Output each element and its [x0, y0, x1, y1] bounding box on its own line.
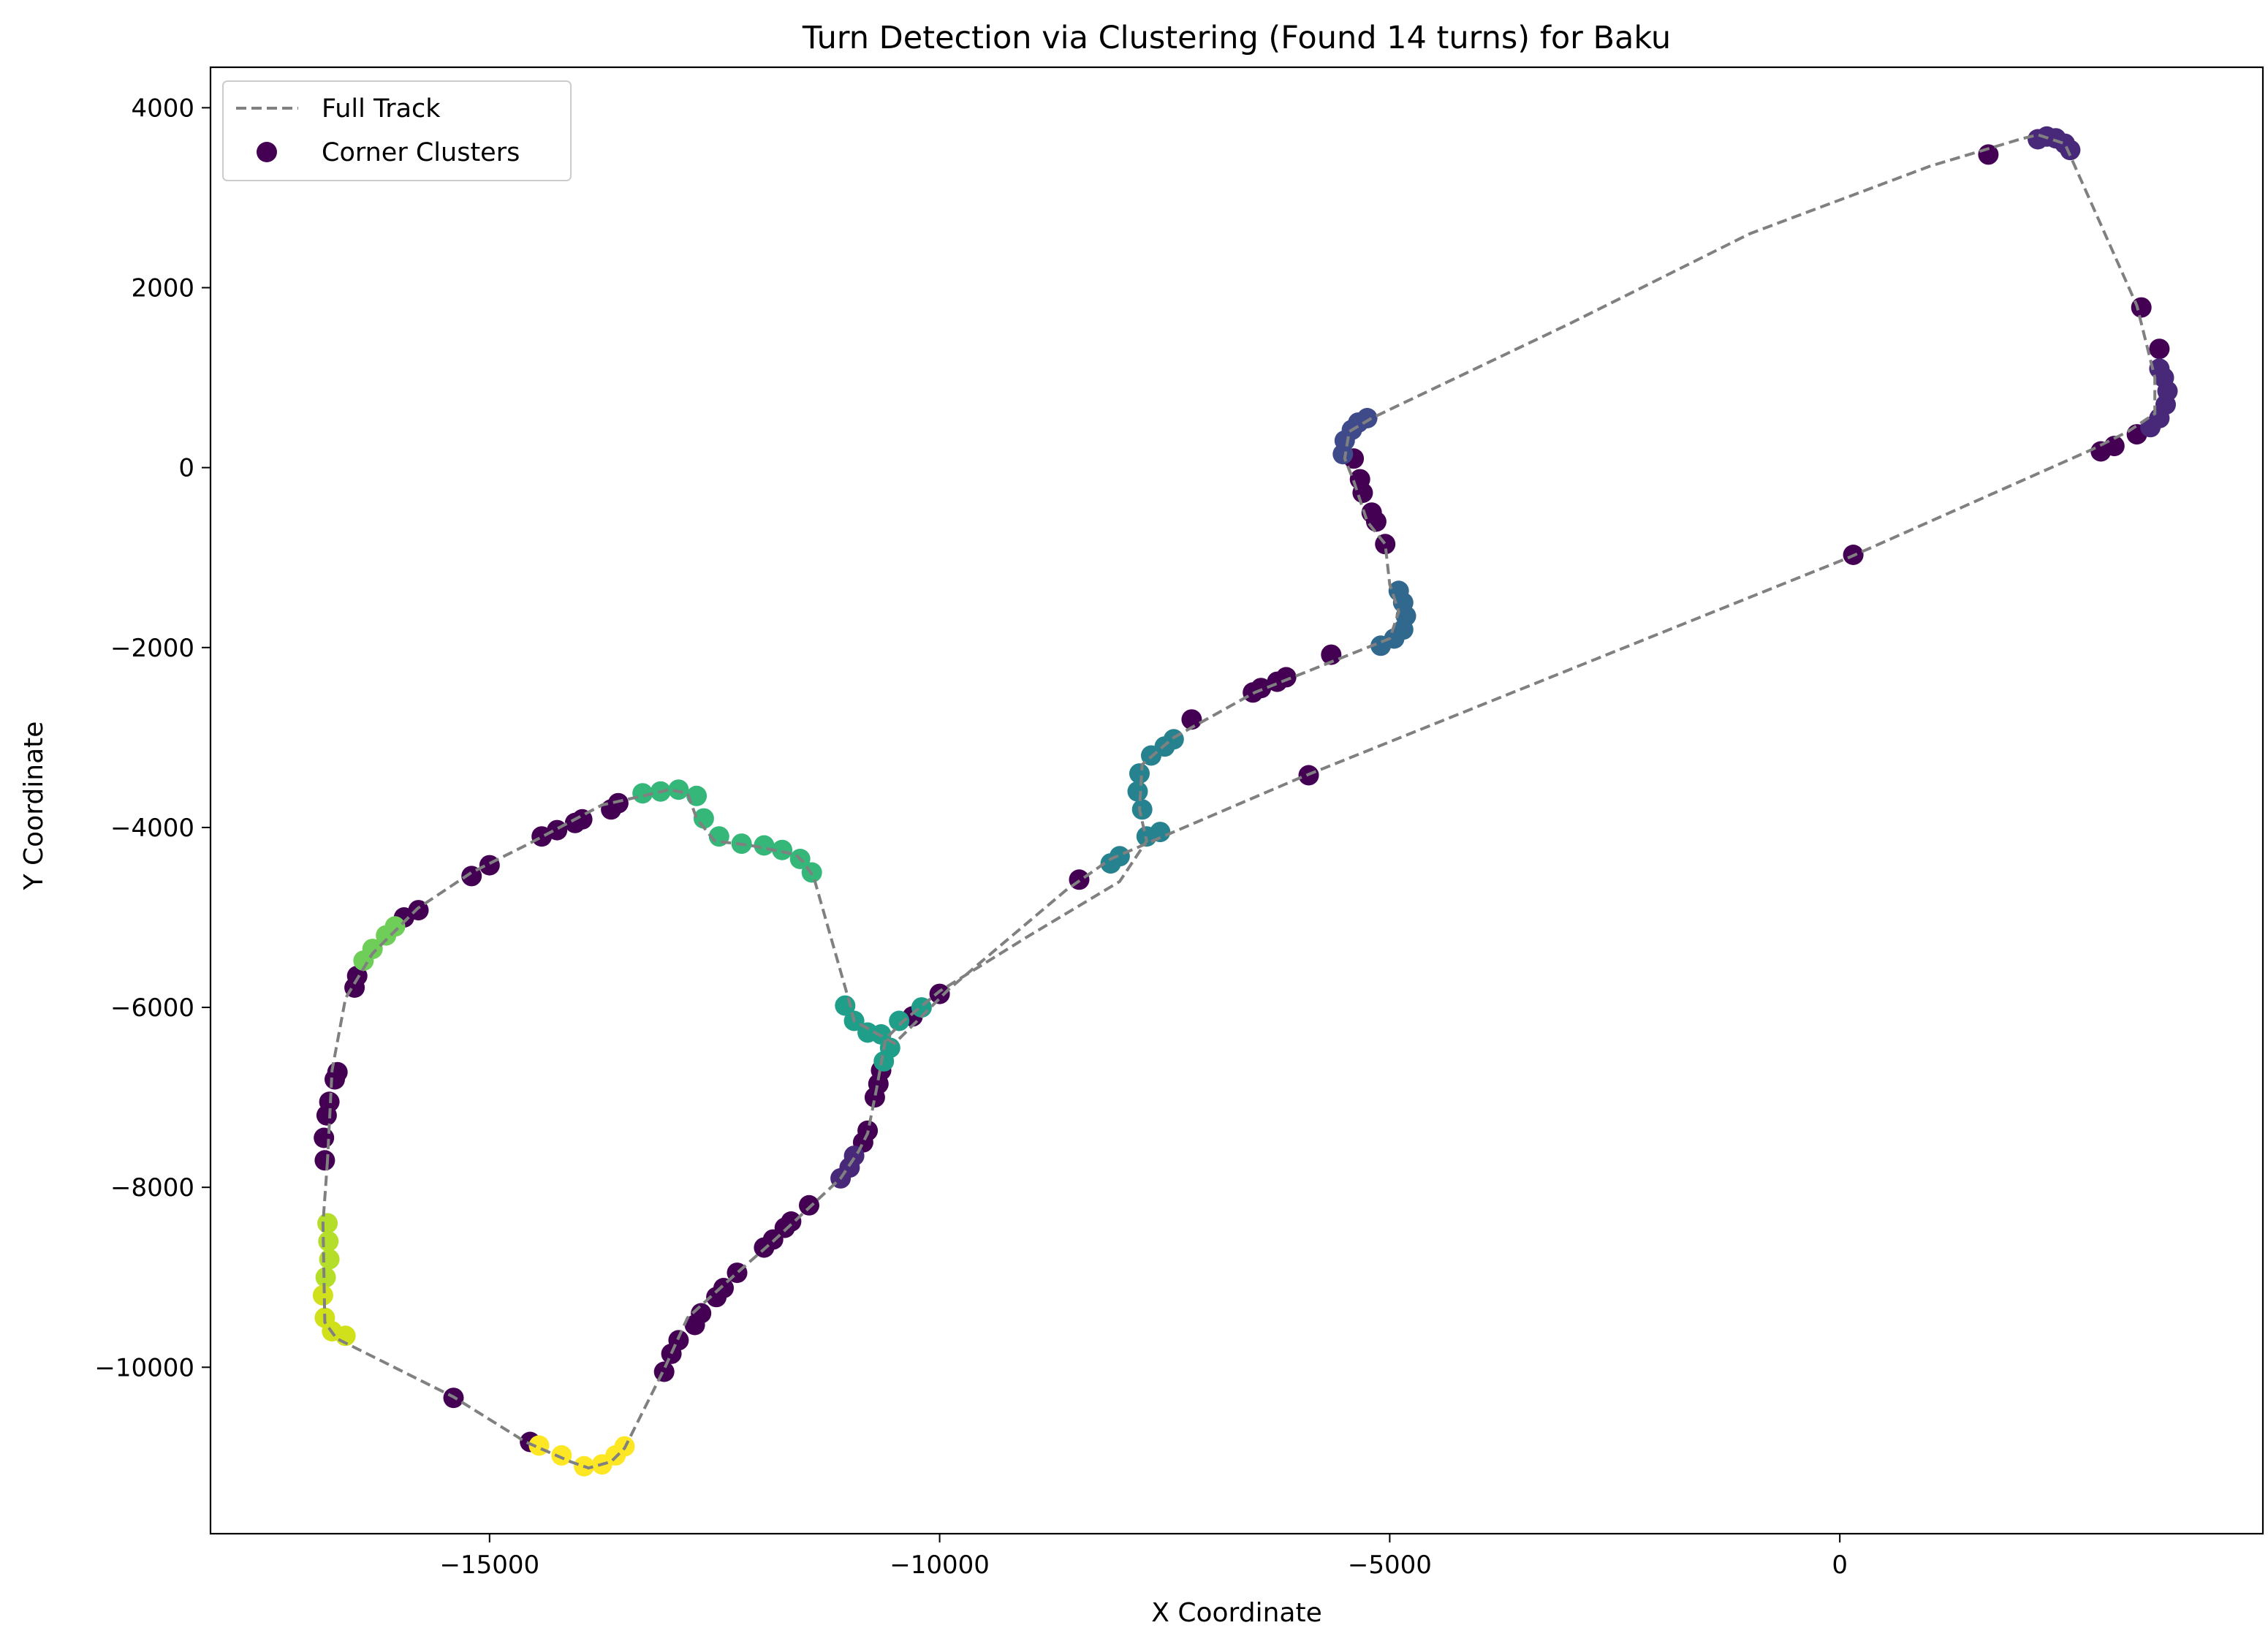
- cluster-point: [384, 916, 406, 937]
- plot-frame: [209, 66, 2264, 1535]
- y-tick-label: −6000: [110, 993, 194, 1023]
- y-tick-label: −4000: [110, 814, 194, 843]
- cluster-point: [315, 1267, 336, 1288]
- cluster-point: [1357, 408, 1378, 428]
- y-tick-label: −8000: [110, 1173, 194, 1203]
- cluster-point: [693, 808, 714, 829]
- noise-point: [547, 819, 568, 841]
- noise-point: [1321, 644, 1342, 665]
- noise-point: [2131, 297, 2152, 318]
- noise-point: [929, 983, 950, 1004]
- y-tick-label: 2000: [131, 274, 194, 303]
- noise-point: [314, 1150, 335, 1171]
- noise-point: [1181, 709, 1202, 730]
- cluster-point: [1127, 781, 1148, 802]
- y-tick-label: 0: [178, 454, 194, 483]
- cluster-point: [1150, 822, 1171, 843]
- noise-point: [408, 900, 429, 921]
- x-tick-label: −5000: [1348, 1551, 1432, 1580]
- noise-point: [781, 1211, 802, 1232]
- cluster-point: [317, 1213, 338, 1234]
- noise-point: [1349, 469, 1370, 490]
- y-axis: 4000 2000 0 −2000 −4000 −6000 −8000 −10000: [94, 94, 211, 1382]
- noise-point: [713, 1278, 734, 1298]
- legend-box: [222, 80, 572, 181]
- cluster-point: [318, 1231, 339, 1252]
- legend-marker-corner-clusters: [257, 142, 277, 162]
- noise-point: [607, 792, 629, 814]
- cluster-point: [772, 839, 793, 860]
- x-tick-label: −10000: [890, 1551, 990, 1580]
- y-tick-label: 4000: [131, 94, 194, 123]
- noise-point: [531, 826, 553, 847]
- cluster-point: [889, 1010, 910, 1031]
- chart-title: Turn Detection via Clustering (Found 14 …: [802, 20, 1671, 56]
- noise-point: [653, 1361, 675, 1382]
- noise-point: [2104, 436, 2125, 457]
- cluster-point: [1109, 846, 1130, 867]
- noise-point: [799, 1194, 819, 1216]
- noise-point: [1275, 667, 1297, 688]
- cluster-point: [1129, 763, 1150, 784]
- x-axis: −15000 −10000 −5000 0: [439, 1534, 1848, 1580]
- cluster-point: [2149, 358, 2170, 379]
- plot-area: [312, 126, 2178, 1477]
- cluster-point: [362, 939, 383, 960]
- legend-label-corner-clusters: Corner Clusters: [322, 138, 520, 167]
- noise-point: [479, 855, 500, 876]
- cluster-point: [1388, 580, 1409, 602]
- x-tick-label: 0: [1832, 1551, 1848, 1580]
- x-tick-label: −15000: [439, 1551, 539, 1580]
- y-tick-label: −2000: [110, 634, 194, 663]
- cluster-point: [319, 1249, 340, 1270]
- legend: Full Track Corner Clusters: [222, 80, 572, 181]
- noise-point: [314, 1127, 335, 1148]
- cluster-point: [551, 1445, 572, 1466]
- cluster-point: [668, 779, 689, 800]
- x-axis-label: X Coordinate: [1151, 1598, 1321, 1628]
- full-track-line: [321, 133, 2157, 1470]
- cluster-point: [2060, 140, 2081, 161]
- legend-label-full-track: Full Track: [322, 94, 441, 124]
- y-axis-label: Y Coordinate: [19, 722, 49, 891]
- y-tick-label: −10000: [94, 1353, 194, 1382]
- noise-point: [2149, 338, 2170, 360]
- cluster-point: [1131, 799, 1153, 820]
- noise-point: [668, 1330, 689, 1351]
- cluster-point: [312, 1284, 333, 1306]
